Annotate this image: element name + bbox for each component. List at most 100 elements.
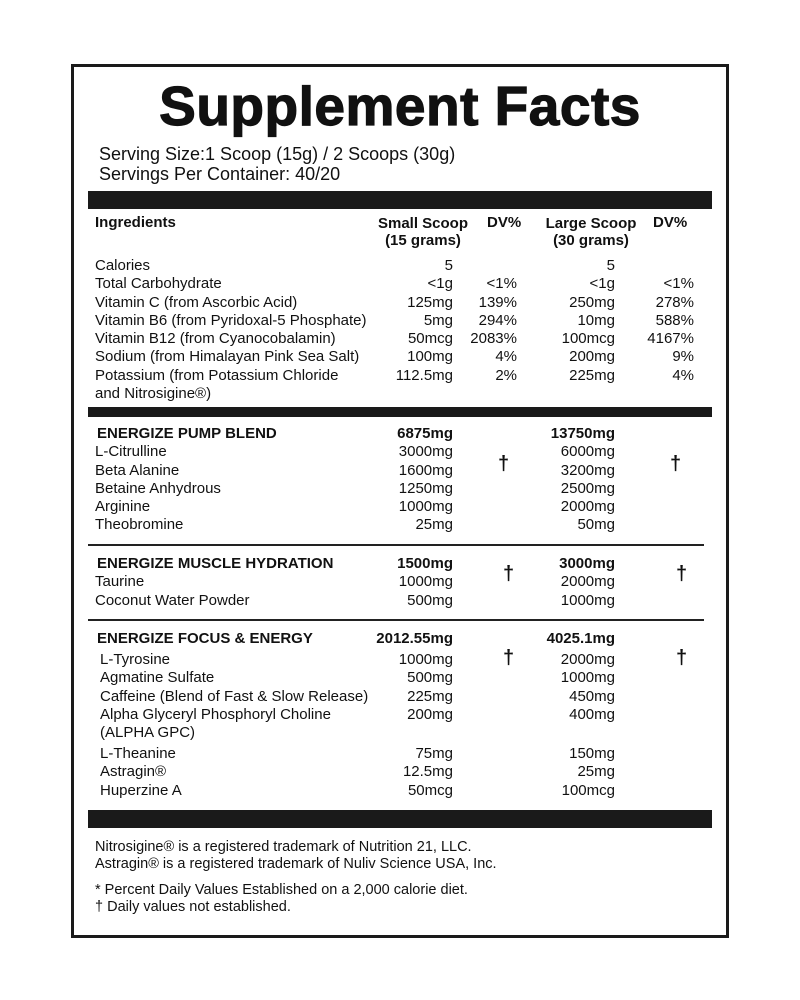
ingredient-name: Agmatine Sulfate (100, 669, 215, 687)
blend-small-total: 2012.55mg (376, 630, 453, 647)
ingredient-name: Astragin® (100, 763, 167, 781)
small-amount: 500mg (407, 669, 453, 687)
nutrient-row: Vitamin B6 (from Pyridoxal-5 Phosphate) 5… (0, 312, 800, 330)
ingredient-name: Betaine Anhydrous (95, 479, 221, 497)
small-dv: <1% (486, 275, 517, 293)
large-dv: 4% (672, 366, 694, 384)
blend-ingredient-row: Agmatine Sulfate 500mg 1000mg (0, 669, 800, 687)
header-dv1: DV% (487, 214, 522, 231)
header-ingredients: Ingredients (95, 214, 176, 231)
ingredient-name: (ALPHA GPC) (100, 724, 196, 742)
ingredient-name: Alpha Glyceryl Phosphoryl Choline (100, 705, 331, 723)
large-amount: 100mcg (561, 330, 615, 348)
nutrient-row: Potassium (from Potassium Chloride 112.5m… (0, 367, 800, 385)
header-small-scoop: Small Scoop (15 grams) (373, 215, 473, 249)
header-small-scoop-sub: (15 grams) (385, 232, 461, 249)
large-amount: 200mg (569, 348, 615, 366)
small-amount: 1000mg (398, 573, 453, 591)
ingredient-name: Beta Alanine (95, 461, 180, 479)
blend-ingredient-row: Caffeine (Blend of Fast & Slow Release) 2… (0, 688, 800, 706)
small-amount: 112.5mg (395, 366, 453, 384)
nutrient-name: Vitamin C (from Ascorbic Acid) (95, 293, 298, 311)
serving-size: Serving Size:1 Scoop (15g) / 2 Scoops (3… (99, 144, 456, 164)
small-amount: 25mg (415, 516, 453, 534)
daily-value-note: * Percent Daily Values Established on a … (95, 882, 468, 898)
divider-line (88, 619, 704, 621)
small-amount: 1250mg (398, 479, 453, 497)
small-amount: 500mg (407, 591, 453, 609)
small-amount: 12.5mg (402, 763, 453, 781)
blend-ingredient-row: Arginine 1000mg 2000mg (0, 498, 800, 516)
page-title: Supplement Facts (159, 74, 641, 137)
nutrient-name: Vitamin B12 (from Cyanocobalamin) (95, 330, 336, 348)
header-large-scoop-label: Large Scoop (545, 215, 637, 232)
dagger-icon: † (503, 563, 515, 585)
small-amount: 100mg (407, 348, 453, 366)
nutrient-row: Vitamin C (from Ascorbic Acid) 125mg 139% 2… (0, 294, 800, 312)
ingredient-name: Arginine (95, 498, 151, 516)
large-amount: 1000mg (560, 669, 615, 687)
large-amount: 10mg (577, 311, 615, 329)
blend-pump: ENERGIZE PUMP BLEND 6875mg 13750mg L-Citrul… (0, 425, 800, 535)
ingredient-name: L-Citrulline (95, 443, 167, 461)
small-amount: 5 (444, 257, 453, 274)
blend-ingredient-row: Beta Alanine 1600mg 3200mg (0, 462, 800, 480)
nutrient-name: Calories (95, 257, 151, 274)
large-amount: 2000mg (560, 498, 615, 516)
large-dv: <1% (663, 275, 694, 293)
large-amount: 5 (606, 257, 615, 274)
header-small-scoop-label: Small Scoop (377, 215, 469, 232)
header-large-scoop-sub: (30 grams) (553, 232, 629, 249)
large-dv: 588% (655, 311, 694, 329)
dagger-note: † Daily values not established. (95, 899, 291, 915)
small-amount: 50mcg (407, 330, 453, 348)
blend-large-total: 13750mg (550, 425, 615, 442)
blend-focus: ENERGIZE FOCUS & ENERGY 2012.55mg 4025.1mg… (0, 630, 800, 800)
dagger-icon: † (503, 647, 515, 669)
divider-bar (88, 191, 712, 209)
blend-name: ENERGIZE MUSCLE HYDRATION (97, 555, 334, 572)
small-amount: 1000mg (398, 651, 453, 669)
blend-large-total: 3000mg (559, 555, 615, 572)
blend-name: ENERGIZE PUMP BLEND (97, 425, 277, 442)
ingredient-name: L-Theanine (100, 745, 176, 763)
large-amount: 2000mg (560, 651, 615, 669)
divider-line (88, 544, 704, 546)
small-amount: 125mg (407, 293, 453, 311)
blend-small-total: 1500mg (397, 555, 453, 572)
small-dv: 294% (478, 311, 517, 329)
dagger-icon: † (498, 453, 510, 475)
dagger-icon: † (676, 647, 688, 669)
small-amount: <1g (427, 275, 453, 293)
nutrient-name: Potassium (from Potassium Chloride (95, 366, 339, 384)
header-dv2: DV% (653, 214, 688, 231)
blend-ingredient-row: Taurine 1000mg 2000mg (0, 573, 800, 591)
nutrient-name: and Nitrosigine®) (95, 385, 212, 403)
blend-ingredient-row: Coconut Water Powder 500mg 1000mg (0, 592, 800, 610)
large-dv: 278% (655, 293, 694, 311)
divider-bar (88, 407, 712, 417)
large-dv: 4167% (647, 330, 694, 348)
ingredient-name: Huperzine A (100, 781, 182, 799)
small-dv: 2083% (470, 330, 517, 348)
large-amount: 25mg (577, 763, 615, 781)
small-amount: 75mg (415, 745, 453, 763)
small-dv: 2% (495, 366, 517, 384)
blend-ingredient-row: Astragin® 12.5mg 25mg (0, 763, 800, 781)
ingredient-name: L-Tyrosine (100, 651, 171, 669)
blend-ingredient-row: L-Theanine 75mg 150mg (0, 745, 800, 763)
large-amount: 400mg (569, 705, 615, 723)
nutrient-row: and Nitrosigine®) (0, 385, 800, 403)
blend-header: ENERGIZE MUSCLE HYDRATION 1500mg 3000mg (0, 555, 800, 573)
ingredient-name: Coconut Water Powder (95, 591, 250, 609)
large-amount: 3200mg (560, 461, 615, 479)
nutrient-name: Sodium (from Himalayan Pink Sea Salt) (95, 348, 360, 366)
blend-ingredient-row: L-Tyrosine 1000mg 2000mg (0, 651, 800, 669)
dagger-icon: † (676, 563, 688, 585)
small-amount: 200mg (407, 705, 453, 723)
blend-ingredient-row: (ALPHA GPC) (0, 724, 800, 742)
divider-bar (88, 810, 712, 828)
nutrient-row: Total Carbohydrate <1g <1% <1g <1% (0, 275, 800, 293)
ingredient-name: Caffeine (Blend of Fast & Slow Release) (100, 687, 369, 705)
blend-hydration: ENERGIZE MUSCLE HYDRATION 1500mg 3000mg Tau… (0, 555, 800, 610)
